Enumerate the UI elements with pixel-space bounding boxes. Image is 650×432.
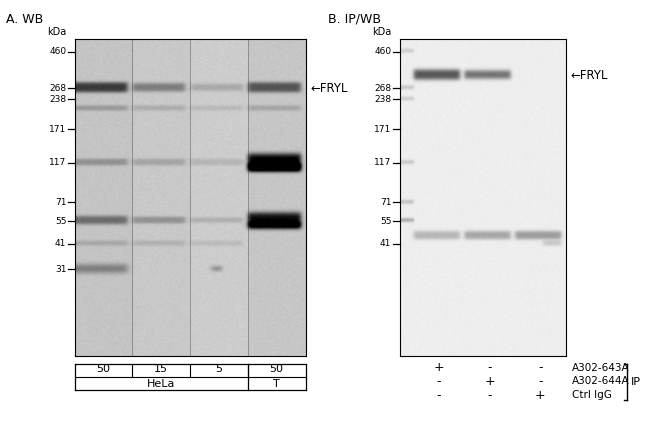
Text: -: - <box>437 389 441 402</box>
Text: 15: 15 <box>154 364 168 375</box>
Text: -: - <box>488 389 492 402</box>
Text: A302-644A: A302-644A <box>572 376 630 387</box>
Text: 71: 71 <box>380 198 391 207</box>
Text: A302-643A: A302-643A <box>572 362 630 373</box>
Text: IP: IP <box>631 377 641 388</box>
Text: 50: 50 <box>270 364 283 375</box>
Text: kDa: kDa <box>47 27 66 37</box>
Text: T: T <box>273 378 280 389</box>
Text: -: - <box>437 375 441 388</box>
Text: ←FRYL: ←FRYL <box>311 82 348 95</box>
Text: +: + <box>434 361 445 374</box>
Text: A. WB: A. WB <box>6 13 44 26</box>
Text: +: + <box>484 375 495 388</box>
Text: 55: 55 <box>380 217 391 226</box>
Text: -: - <box>488 361 492 374</box>
Text: 41: 41 <box>55 239 66 248</box>
Text: 5: 5 <box>215 364 222 375</box>
Text: 50: 50 <box>97 364 110 375</box>
Text: B. IP/WB: B. IP/WB <box>328 13 382 26</box>
Text: -: - <box>538 361 543 374</box>
Text: 460: 460 <box>374 47 391 56</box>
Text: 41: 41 <box>380 239 391 248</box>
Text: 31: 31 <box>55 264 66 273</box>
Text: 117: 117 <box>374 158 391 167</box>
Text: 268: 268 <box>49 84 66 92</box>
Text: 71: 71 <box>55 198 66 207</box>
Text: ←FRYL: ←FRYL <box>571 69 608 82</box>
Text: 460: 460 <box>49 47 66 56</box>
Text: +: + <box>535 389 545 402</box>
Text: kDa: kDa <box>372 27 391 37</box>
Text: -: - <box>538 375 543 388</box>
Text: Ctrl IgG: Ctrl IgG <box>572 390 612 400</box>
Text: HeLa: HeLa <box>147 378 176 389</box>
Text: 238: 238 <box>49 95 66 104</box>
Text: 268: 268 <box>374 84 391 92</box>
Text: 238: 238 <box>374 95 391 104</box>
Text: 171: 171 <box>49 125 66 134</box>
Text: 171: 171 <box>374 125 391 134</box>
Text: 117: 117 <box>49 158 66 167</box>
Text: 55: 55 <box>55 217 66 226</box>
